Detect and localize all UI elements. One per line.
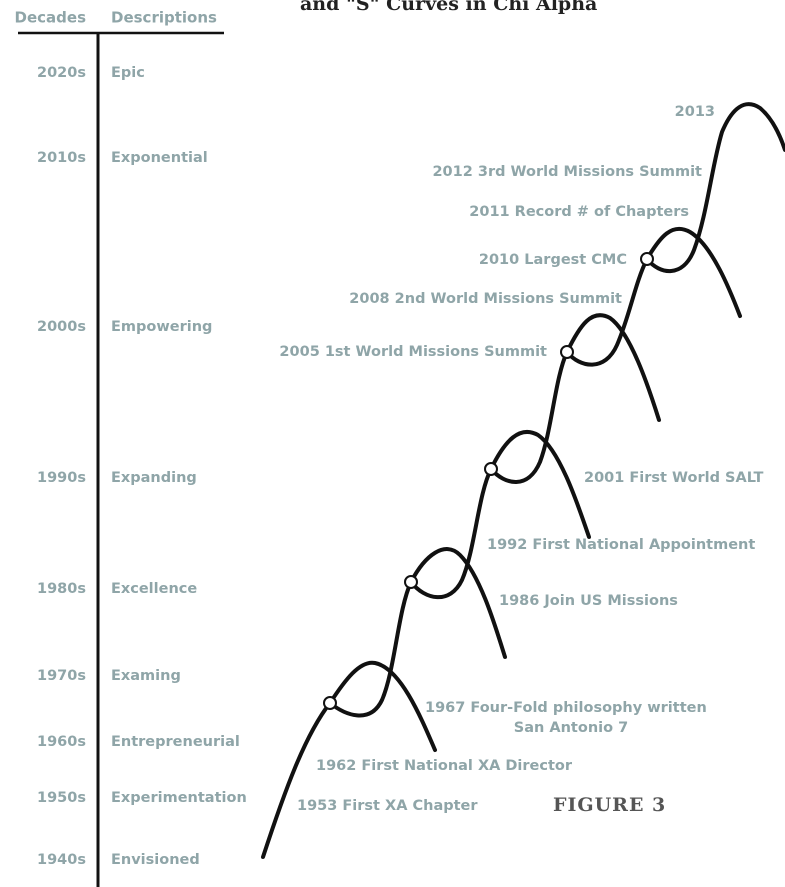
- description: Entrepreneurial: [111, 734, 240, 750]
- s-curve: [409, 429, 591, 600]
- event-label: 1967 Four-Fold philosophy written: [425, 700, 707, 716]
- milestone-dot: [560, 345, 574, 359]
- s-curve: [261, 660, 437, 859]
- description: Expanding: [111, 470, 197, 486]
- decade: 2020s: [37, 65, 86, 81]
- event-label: 2013: [675, 104, 715, 120]
- description: Examing: [111, 668, 181, 684]
- s-curves: [261, 102, 785, 859]
- description: Exponential: [111, 150, 208, 166]
- description: Epic: [111, 65, 145, 81]
- events: 2013 2012 3rd World Missions Summit 2011…: [279, 104, 763, 814]
- header-descriptions: Descriptions: [111, 9, 217, 27]
- description: Empowering: [111, 319, 212, 335]
- event-label: 2011 Record # of Chapters: [469, 204, 689, 220]
- description: Excellence: [111, 581, 197, 597]
- event-label: San Antonio 7: [514, 720, 628, 736]
- decade: 1940s: [37, 852, 86, 868]
- event-label: 2001 First World SALT: [584, 470, 764, 486]
- milestone-dot: [404, 575, 418, 589]
- milestone-dot: [323, 696, 337, 710]
- decade: 2000s: [37, 319, 86, 335]
- decade: 1970s: [37, 668, 86, 684]
- title: and "S" Curves in Chi Alpha: [300, 0, 597, 15]
- decade: 2010s: [37, 150, 86, 166]
- s-curve: [645, 102, 785, 274]
- decade: 1990s: [37, 470, 86, 486]
- milestone-dot: [640, 252, 654, 266]
- milestone-dot: [484, 462, 498, 476]
- event-label: 2008 2nd World Missions Summit: [349, 291, 622, 307]
- event-label: 1962 First National XA Director: [316, 758, 573, 774]
- s-curve: [489, 313, 661, 484]
- event-label: 1953 First XA Chapter: [297, 798, 478, 814]
- figure-label: FIGURE 3: [553, 794, 666, 816]
- s-curve: [328, 547, 507, 718]
- decade: 1980s: [37, 581, 86, 597]
- event-label: 2010 Largest CMC: [479, 252, 627, 268]
- decade: 1950s: [37, 790, 86, 806]
- event-label: 2005 1st World Missions Summit: [279, 344, 547, 360]
- description: Experimentation: [111, 790, 247, 806]
- decade-rows: 2020s Epic 2010s Exponential 2000s Empow…: [37, 65, 247, 868]
- event-label: 2012 3rd World Missions Summit: [432, 164, 702, 180]
- description: Envisioned: [111, 852, 200, 868]
- header-decades: Decades: [15, 9, 87, 27]
- event-label: 1986 Join US Missions: [499, 593, 678, 609]
- decade: 1960s: [37, 734, 86, 750]
- event-label: 1992 First National Appointment: [487, 537, 755, 553]
